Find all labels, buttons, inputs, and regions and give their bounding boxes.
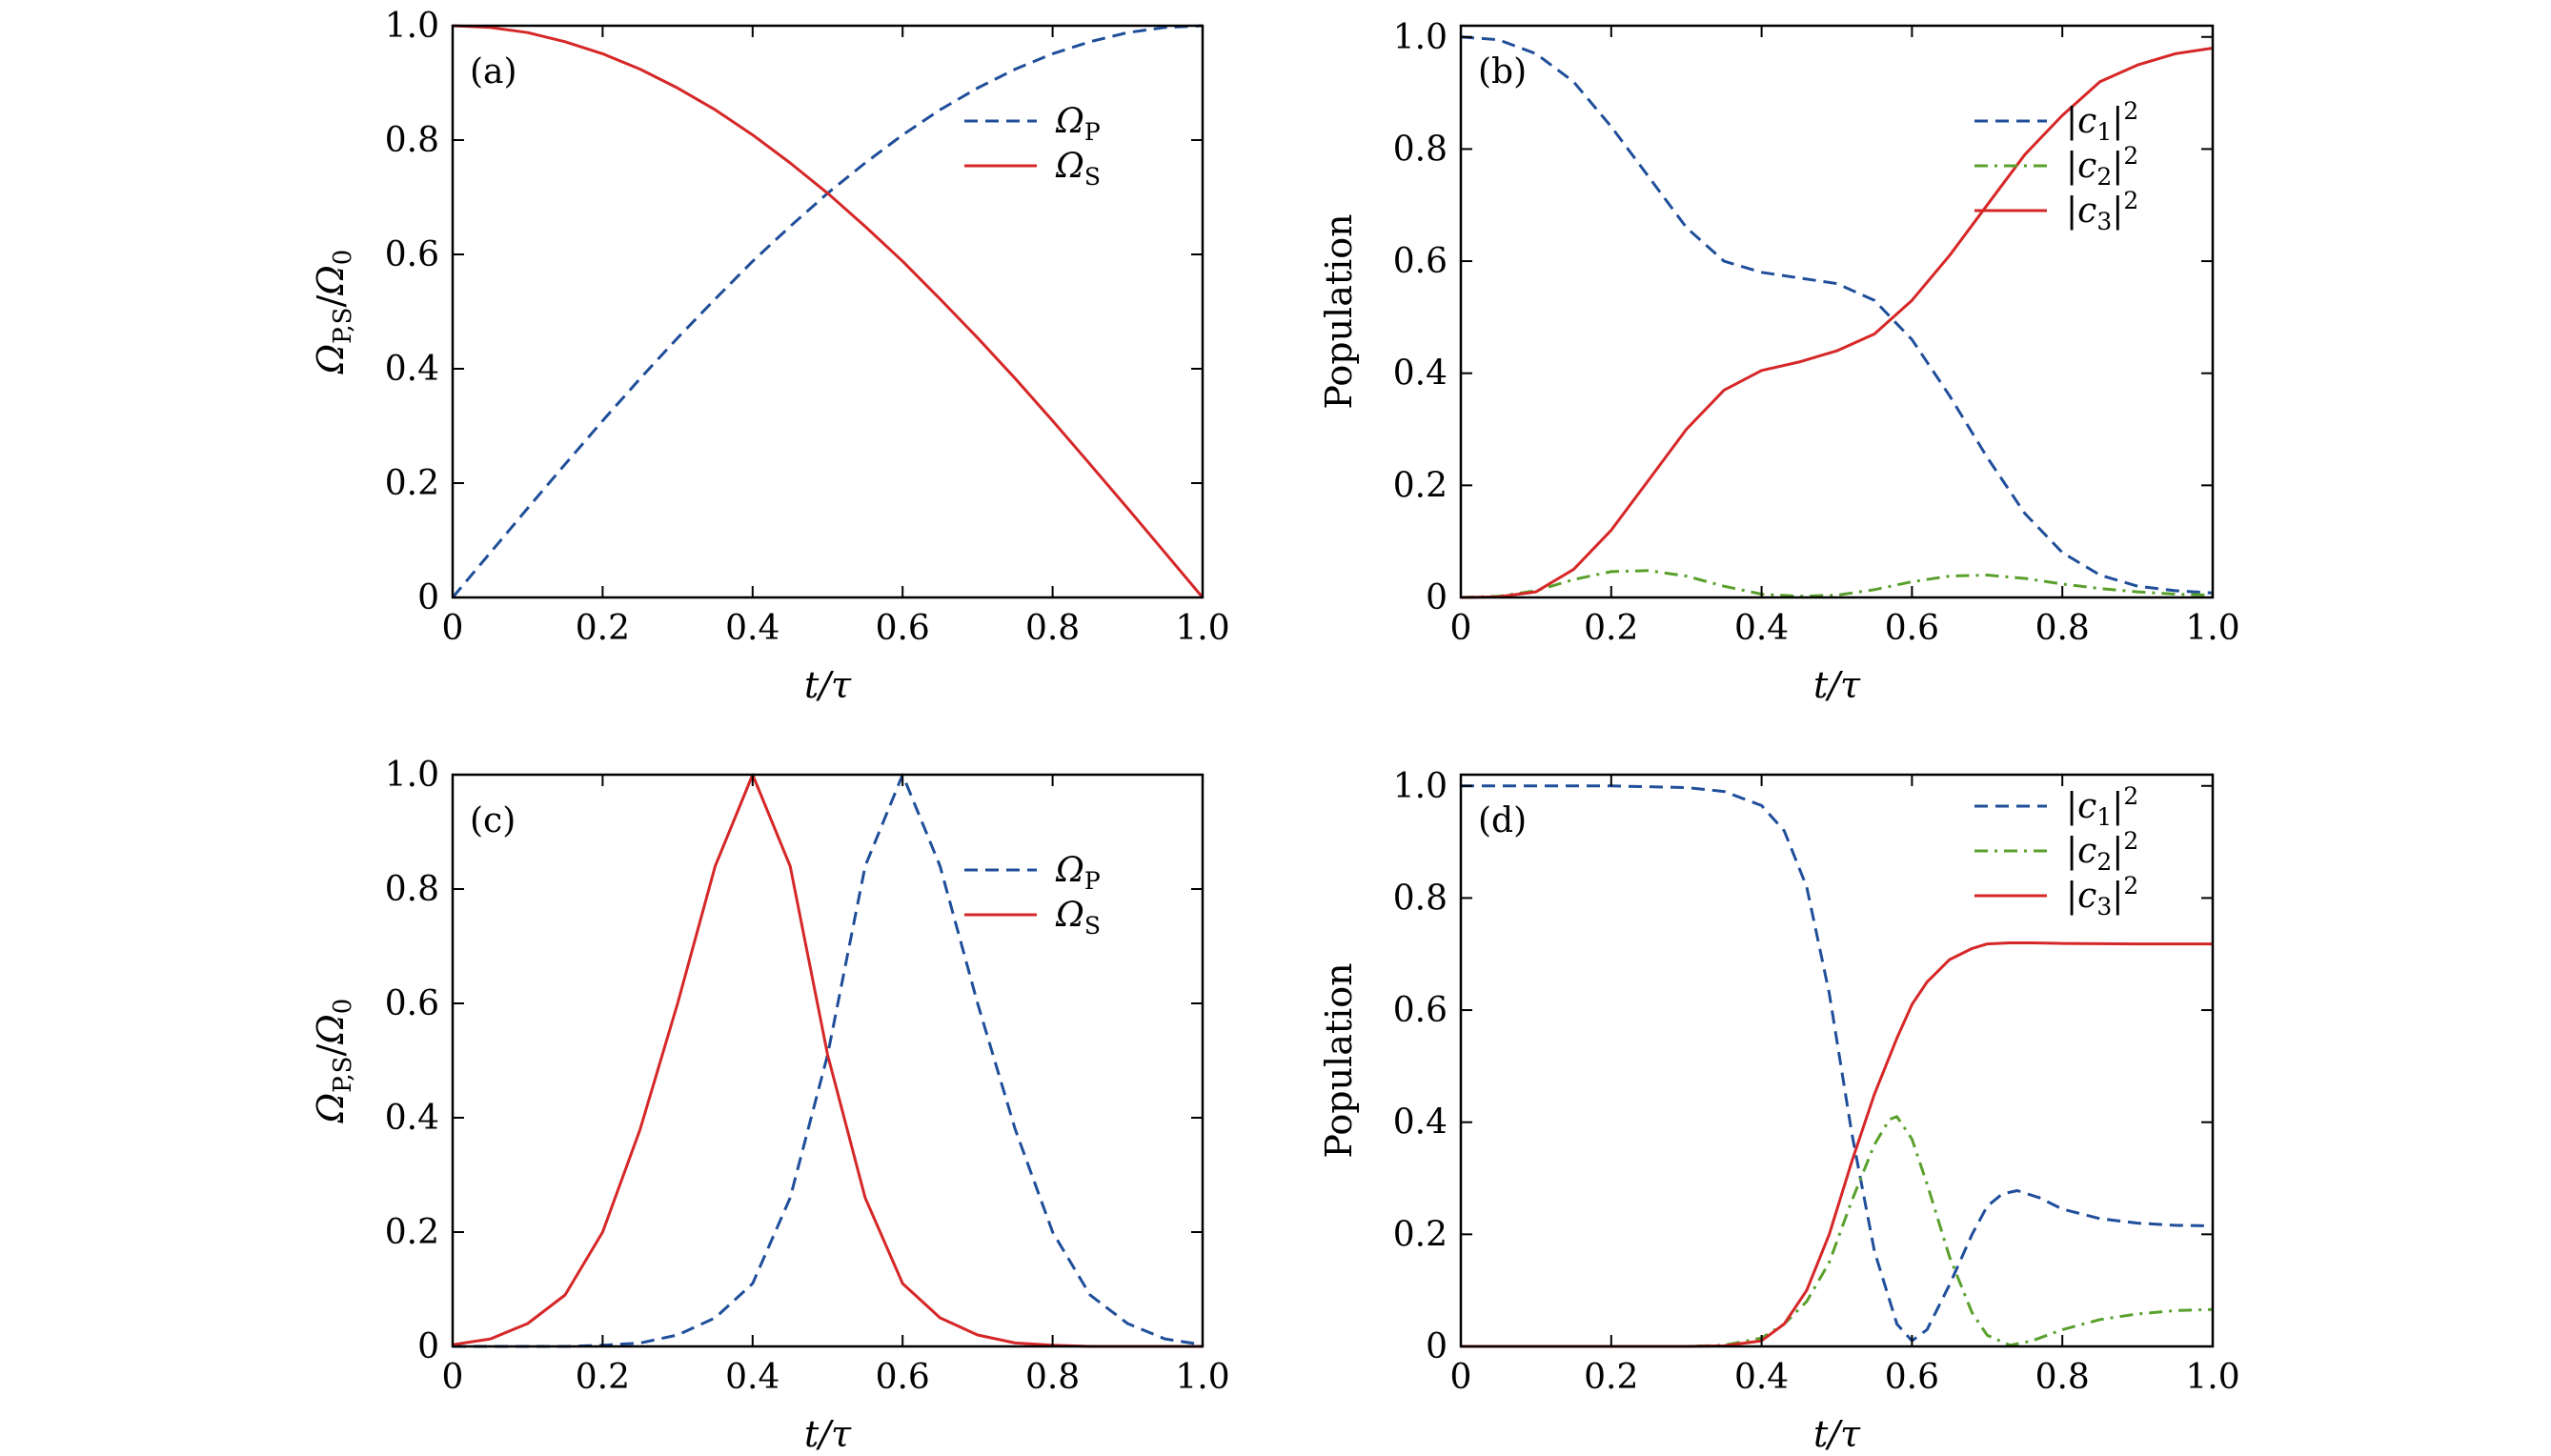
x-tick-label: 0.2 bbox=[576, 609, 630, 648]
x-axis-label: t/τ bbox=[804, 664, 852, 706]
panel-c: 0 0.2 0.4 0.6 0.8 1.0 0 0.2 0.4 0.6 0.8 1.0 t/τ ΩP,S/… bbox=[310, 756, 1230, 1455]
x-tick-label: 0.2 bbox=[1584, 1358, 1638, 1397]
x-tick-label: 1.0 bbox=[1175, 609, 1229, 648]
x-tick-label: 0.4 bbox=[1734, 609, 1789, 648]
legend-label: |c2|2 bbox=[2066, 142, 2138, 191]
x-tick-label: 0 bbox=[1450, 1358, 1472, 1397]
x-axis-label: t/τ bbox=[804, 1413, 852, 1455]
y-axis-label: Population bbox=[1318, 213, 1360, 409]
plot-frame-a bbox=[451, 24, 1205, 599]
x-tick-label: 0.6 bbox=[876, 1358, 930, 1397]
x-tick-label: 0.8 bbox=[1025, 1358, 1080, 1397]
panel-label: (b) bbox=[1478, 52, 1527, 91]
x-tick-label: 1.0 bbox=[2185, 609, 2239, 648]
legend: |c1|2|c2|2|c3|2 bbox=[1974, 97, 2138, 235]
y-tick-label: 0.6 bbox=[1393, 242, 1448, 281]
series-line-b-1 bbox=[1460, 35, 2214, 595]
plot-frame-c bbox=[451, 773, 1205, 1348]
y-tick-label: 0.4 bbox=[1393, 354, 1448, 394]
legend-label: |c2|2 bbox=[2066, 827, 2138, 876]
y-tick-label: 0.8 bbox=[1393, 879, 1448, 918]
y-tick-label: 1.0 bbox=[1393, 767, 1448, 806]
legend-label: ΩS bbox=[1055, 147, 1101, 191]
series-line-c-2 bbox=[452, 773, 1203, 1348]
x-tick-label: 0.6 bbox=[876, 609, 930, 648]
panel-label: (c) bbox=[470, 801, 516, 840]
x-tick-label: 0.8 bbox=[2035, 609, 2090, 648]
legend-label: ΩS bbox=[1055, 896, 1101, 940]
legend-label: |c3|2 bbox=[2066, 187, 2138, 235]
x-tick-label: 1.0 bbox=[1175, 1358, 1229, 1397]
y-tick-label: 0.4 bbox=[1393, 1103, 1448, 1143]
plot-frame-d bbox=[1459, 773, 2215, 1348]
y-tick-label: 0 bbox=[417, 578, 439, 617]
y-tick-label: 1.0 bbox=[1393, 18, 1448, 57]
x-tick-label: 0 bbox=[1450, 609, 1472, 648]
series-line-b-2 bbox=[1460, 569, 2214, 599]
x-tick-label: 0.2 bbox=[576, 1358, 630, 1397]
panel-a: 0 0.2 0.4 0.6 0.8 1.0 0 0.2 0.4 0.6 0.8 1.0 t/τ ΩP,S/… bbox=[310, 7, 1230, 706]
panel-label: (d) bbox=[1478, 801, 1527, 840]
y-axis-label: Population bbox=[1318, 962, 1360, 1158]
y-axis-label: ΩP,S/Ω0 bbox=[310, 250, 357, 375]
legend-label: ΩP bbox=[1055, 851, 1101, 895]
y-tick-label: 0.8 bbox=[385, 870, 439, 909]
legend-label: |c1|2 bbox=[2066, 782, 2138, 831]
x-tick-label: 0.4 bbox=[725, 609, 779, 648]
series-line-d-2 bbox=[1461, 1115, 2214, 1348]
y-tick-label: 0.8 bbox=[385, 121, 439, 160]
x-tick-label: 0.6 bbox=[1885, 609, 1939, 648]
y-tick-label: 0 bbox=[1426, 578, 1448, 617]
x-tick-label: 1.0 bbox=[2185, 1358, 2239, 1397]
panel-d: 0 0.2 0.4 0.6 0.8 1.0 0 0.2 0.4 0.6 0.8 1.0 t/τ Popul… bbox=[1318, 767, 2240, 1455]
y-tick-label: 0.2 bbox=[385, 1213, 439, 1252]
y-tick-label: 0 bbox=[417, 1327, 439, 1366]
y-tick-label: 0.8 bbox=[1393, 130, 1448, 169]
y-tick-label: 0.2 bbox=[1393, 466, 1448, 505]
x-axis-label: t/τ bbox=[1813, 1413, 1861, 1455]
series-line-a-1 bbox=[451, 24, 1204, 598]
x-tick-label: 0.6 bbox=[1885, 1358, 1939, 1397]
panel-label: (a) bbox=[470, 52, 517, 91]
series-line-d-3 bbox=[1461, 941, 2213, 1348]
y-tick-label: 0.4 bbox=[385, 1099, 439, 1138]
legend: |c1|2|c2|2|c3|2 bbox=[1974, 782, 2138, 920]
y-tick-label: 0.2 bbox=[385, 464, 439, 503]
series-line-a-2 bbox=[452, 24, 1205, 598]
y-tick-label: 0.2 bbox=[1393, 1215, 1448, 1254]
x-tick-label: 0 bbox=[442, 1358, 464, 1397]
y-tick-label: 1.0 bbox=[385, 7, 439, 46]
legend-label: |c3|2 bbox=[2066, 872, 2138, 920]
y-tick-label: 0 bbox=[1426, 1327, 1448, 1366]
y-axis-label: ΩP,S/Ω0 bbox=[310, 999, 357, 1124]
y-tick-label: 1.0 bbox=[385, 756, 439, 795]
legend-label: |c1|2 bbox=[2066, 97, 2138, 146]
series-line-c-1 bbox=[453, 773, 1204, 1348]
x-axis-label: t/τ bbox=[1813, 664, 1861, 706]
legend-label: ΩP bbox=[1055, 102, 1101, 146]
y-tick-label: 0.6 bbox=[385, 235, 439, 274]
x-tick-label: 0 bbox=[442, 609, 464, 648]
x-tick-label: 0.8 bbox=[1025, 609, 1080, 648]
panel-b: 0 0.2 0.4 0.6 0.8 1.0 0 0.2 0.4 0.6 0.8 1.0 t/τ Popul… bbox=[1318, 18, 2240, 706]
x-tick-label: 0.8 bbox=[2035, 1358, 2090, 1397]
plot-frame-b bbox=[1459, 24, 2215, 599]
x-tick-label: 0.2 bbox=[1584, 609, 1638, 648]
y-tick-label: 0.6 bbox=[385, 984, 439, 1023]
x-tick-label: 0.4 bbox=[725, 1358, 779, 1397]
x-tick-label: 0.4 bbox=[1734, 1358, 1789, 1397]
series-line-b-3 bbox=[1460, 47, 2214, 599]
y-tick-label: 0.6 bbox=[1393, 991, 1448, 1030]
y-tick-label: 0.4 bbox=[385, 350, 439, 389]
